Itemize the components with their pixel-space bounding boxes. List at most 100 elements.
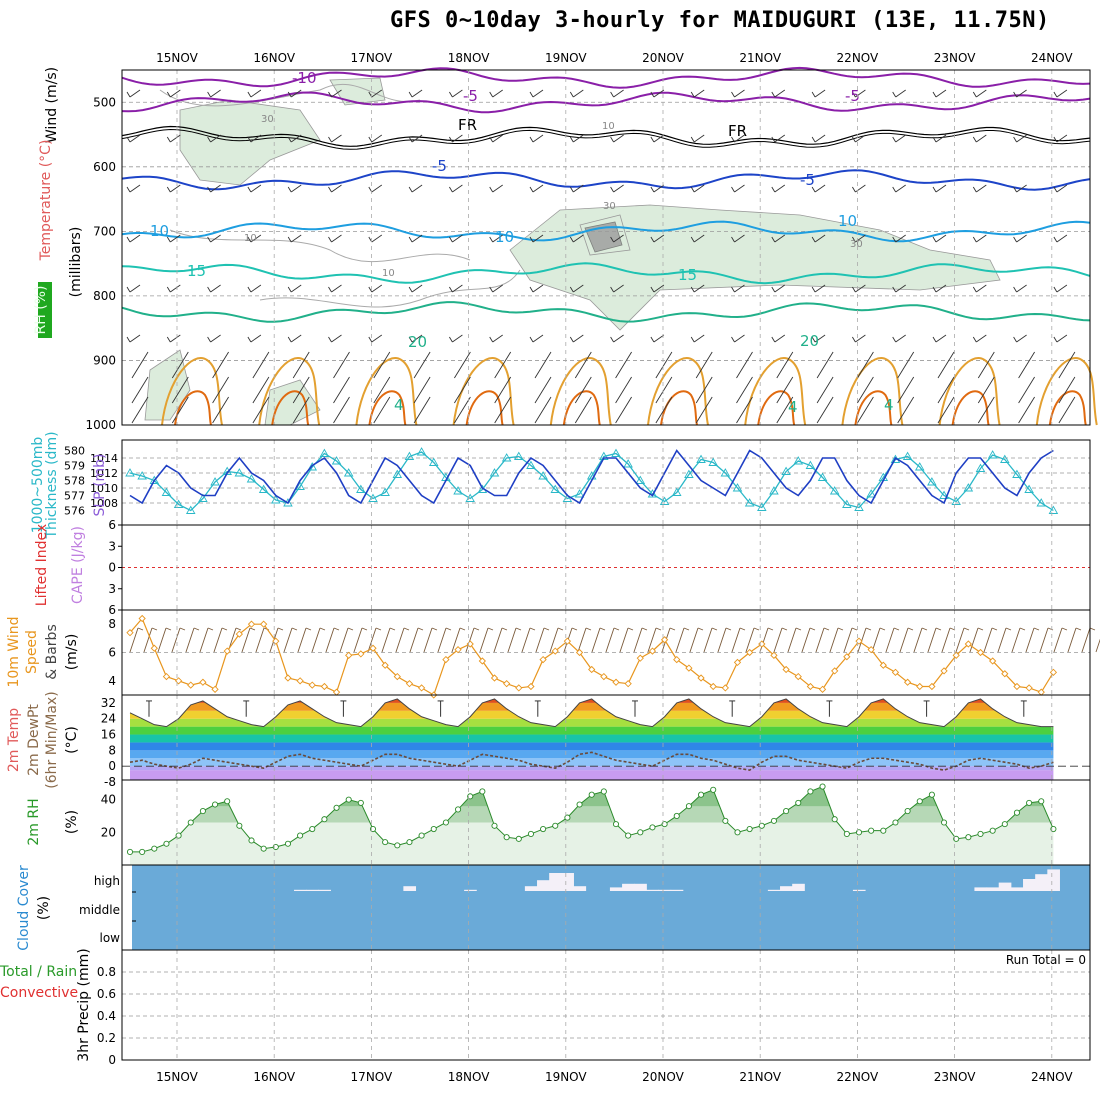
wind-barb-surface xyxy=(977,351,995,379)
temp-band xyxy=(130,718,1054,727)
wind-barb-flag xyxy=(287,236,292,243)
rh-point xyxy=(1013,809,1021,816)
wind-barb-upper xyxy=(610,284,624,293)
thickness-point xyxy=(866,489,876,498)
wind-barb-10m-flag xyxy=(851,627,858,631)
wind-barb-upper xyxy=(126,184,141,193)
wind-barb-shaft xyxy=(1016,234,1027,243)
rh-point xyxy=(783,808,790,815)
wind-barb-shaft xyxy=(452,284,463,293)
date-label-bottom: 24NOV xyxy=(1031,1070,1073,1084)
wind-barb-upper xyxy=(529,284,544,293)
wind-barb-upper xyxy=(489,234,503,243)
surface-isotherm xyxy=(854,390,893,426)
wind-barb-flag xyxy=(126,336,131,343)
wind-barb-flag xyxy=(690,336,695,343)
isotherm-line xyxy=(121,220,1091,243)
wind-barb-flag xyxy=(972,136,977,143)
wind-tick-label: 4 xyxy=(108,674,116,688)
wind-barb-surface xyxy=(534,396,552,424)
cloud-high-bar xyxy=(306,889,319,891)
wind-barb-shaft xyxy=(935,234,947,243)
rh-point xyxy=(199,808,206,815)
thickness-point xyxy=(1024,484,1034,493)
contour-label: 30 xyxy=(261,114,274,125)
wind-barb-upper xyxy=(1013,134,1027,143)
wind-barb-upper xyxy=(287,134,302,143)
rh-point xyxy=(673,812,680,820)
wind-barb-shaft xyxy=(693,89,705,98)
thickness-point xyxy=(380,487,390,496)
thickness-point xyxy=(987,450,998,459)
wind-barb-surface xyxy=(373,376,391,404)
wind-barb-10m-flag xyxy=(1061,627,1068,631)
wind-barb-shaft xyxy=(210,134,221,143)
rh-point xyxy=(248,837,255,844)
wind-barb-10m-flag xyxy=(655,627,662,631)
precip-tick-label: 0.8 xyxy=(97,965,116,979)
wind-speed-point xyxy=(903,678,912,686)
wind-barb-flag xyxy=(449,186,453,193)
wind-barb-upper xyxy=(650,334,665,343)
cloud-high-bar xyxy=(852,889,866,891)
wind-barb-shaft xyxy=(895,134,906,143)
wind-barb-10m-flag xyxy=(417,627,424,631)
wind-barb-surface xyxy=(333,351,350,379)
wind-barb-surface xyxy=(574,376,592,404)
wind-barb-flag xyxy=(126,236,131,243)
rh-point xyxy=(637,829,644,836)
panel-label: 10m Wind xyxy=(6,616,22,687)
wind-barb-shaft xyxy=(371,89,383,98)
thickness-point xyxy=(453,486,463,495)
wind-barb-upper xyxy=(972,334,987,343)
thickness-tick-label: 580 xyxy=(64,445,85,458)
wind-barb-upper xyxy=(892,234,906,243)
wind-barb-10m xyxy=(255,627,265,653)
panel-label: 2m Temp xyxy=(6,708,22,772)
wind-barb-flag xyxy=(328,336,332,343)
wind-speed-point xyxy=(1001,670,1009,678)
rh-point xyxy=(394,842,401,849)
wind-barb-upper xyxy=(328,89,342,98)
wind-barb-10m-flag xyxy=(879,627,886,631)
wind-barb-surface xyxy=(454,396,471,424)
wind-barb-10m-flag xyxy=(333,627,340,631)
wind-barb-upper xyxy=(1053,184,1068,193)
panel-label: (%) xyxy=(64,810,80,834)
wind-speed-point xyxy=(284,674,292,682)
date-label-bottom: 19NOV xyxy=(545,1070,587,1084)
cape-tick-label: 6 xyxy=(108,518,116,532)
wind-barb-shaft xyxy=(331,284,342,293)
wind-barb-shaft xyxy=(532,234,544,243)
panel-label: Wind (m/s) xyxy=(44,67,60,143)
wind-barb-flag xyxy=(731,236,735,243)
wind-speed-point xyxy=(296,677,304,685)
rh-point xyxy=(211,801,219,808)
wind-barb-surface xyxy=(1018,351,1035,379)
wind-barb-10m xyxy=(717,627,727,653)
wind-barb-10m xyxy=(199,627,209,653)
wind-barb-surface xyxy=(171,376,189,404)
wind-speed-point xyxy=(551,647,559,655)
wind-barb-shaft xyxy=(492,134,503,143)
wind-speed-line xyxy=(129,617,1054,696)
rh-point xyxy=(904,808,911,815)
wind-barb-shaft xyxy=(774,184,786,193)
surface-isotherm xyxy=(355,357,418,426)
rh-point xyxy=(965,834,972,841)
panel-label: Cloud Cover xyxy=(16,865,32,951)
wind-barb-shaft xyxy=(774,334,786,343)
wind-barb-upper xyxy=(771,284,786,293)
wind-barb-upper xyxy=(972,89,987,98)
rh-tick-label: 20 xyxy=(101,825,116,839)
rh-point xyxy=(418,832,425,839)
wind-barb-shaft xyxy=(492,184,503,193)
thickness-point xyxy=(307,462,318,471)
wind-barb-shaft xyxy=(250,284,262,293)
wind-barb-flag xyxy=(569,186,574,193)
date-label-top: 22NOV xyxy=(837,51,879,65)
temp-band xyxy=(130,726,1054,735)
wind-barb-upper xyxy=(449,234,463,243)
wind-barb-upper xyxy=(852,184,866,193)
cape-tick-label: 6 xyxy=(108,603,116,617)
